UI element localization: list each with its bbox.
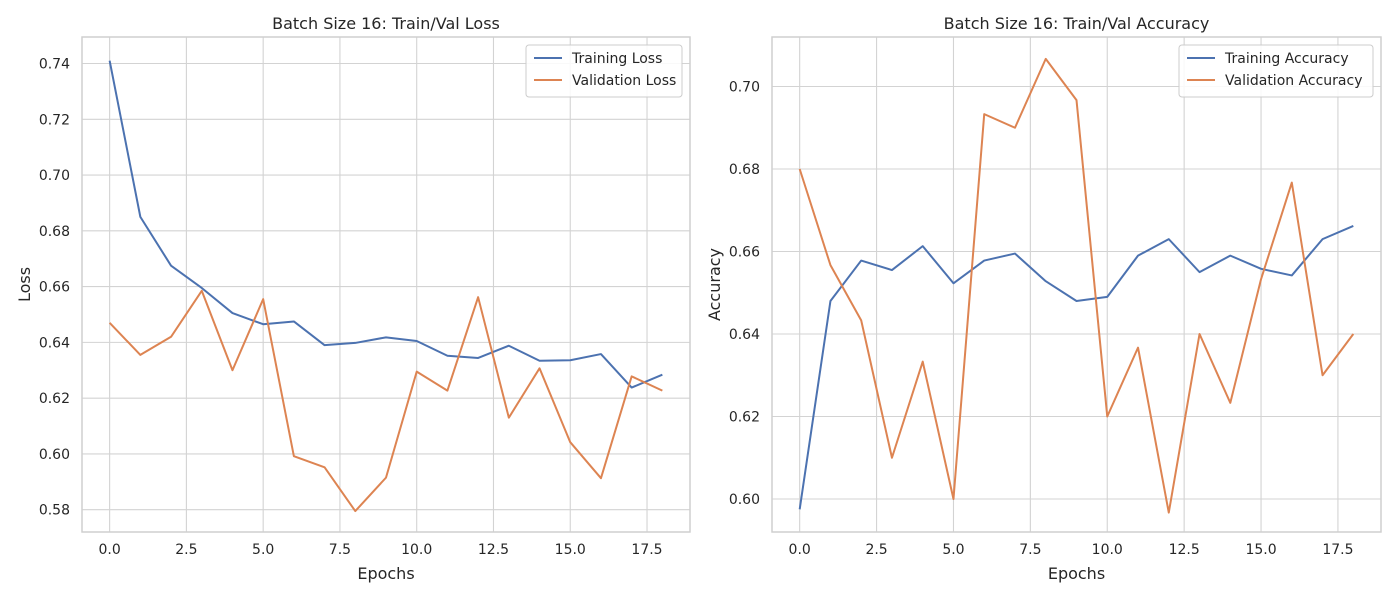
accuracy-y-tick-label: 0.60	[729, 492, 760, 508]
loss-x-tick-label: 0.0	[99, 542, 121, 558]
loss-legend: Training Loss Validation Loss	[525, 44, 683, 98]
accuracy-series-training-line	[798, 225, 1354, 510]
loss-x-tick-label: 12.5	[478, 542, 509, 558]
loss-plot-area	[81, 36, 691, 533]
loss-legend-box	[525, 44, 683, 98]
accuracy-x-tick-label: 17.5	[1322, 542, 1353, 558]
accuracy-x-tick-label: 15.0	[1245, 542, 1276, 558]
accuracy-y-axis-label: Accuracy	[705, 248, 724, 321]
accuracy-y-tick-label: 0.64	[729, 327, 760, 343]
accuracy-y-tick-label: 0.66	[729, 245, 760, 261]
accuracy-x-tick-label: 10.0	[1092, 542, 1123, 558]
loss-legend-label-validation: Validation Loss	[572, 73, 676, 89]
accuracy-plot-area	[771, 36, 1382, 533]
loss-y-tick-label: 0.72	[39, 112, 70, 128]
accuracy-legend-label-validation: Validation Accuracy	[1225, 73, 1363, 89]
accuracy-legend-label-training: Training Accuracy	[1224, 51, 1349, 67]
loss-y-tick-label: 0.70	[39, 168, 70, 184]
loss-series-training-line	[108, 60, 663, 389]
loss-y-tick-label: 0.66	[39, 280, 70, 296]
accuracy-y-tick-label: 0.62	[729, 410, 760, 426]
accuracy-chart: 0.0 2.5 5.0 7.5 10.0 12.5 15.0 17.5 0.60 0.62 0.64…	[705, 14, 1382, 583]
loss-chart-title: Batch Size 16: Train/Val Loss	[272, 14, 500, 33]
loss-y-axis-label: Loss	[15, 267, 34, 302]
loss-series-validation-line	[108, 289, 663, 513]
loss-y-tick-label: 0.58	[39, 503, 70, 519]
loss-y-tick-label: 0.60	[39, 447, 70, 463]
loss-chart: 0.0 2.5 5.0 7.5 10.0 12.5 15.0 17.5 0.58 0.60 0.62…	[15, 14, 691, 583]
accuracy-series-validation-line	[798, 57, 1355, 514]
accuracy-y-tick-label: 0.70	[729, 80, 760, 96]
accuracy-x-tick-label: 7.5	[1019, 542, 1041, 558]
loss-y-tick-label: 0.64	[39, 335, 70, 351]
accuracy-legend-box	[1178, 44, 1374, 98]
loss-x-axis-label: Epochs	[357, 564, 414, 583]
accuracy-x-tick-label: 12.5	[1169, 542, 1200, 558]
loss-x-tick-label: 5.0	[252, 542, 274, 558]
loss-legend-label-training: Training Loss	[571, 51, 662, 67]
accuracy-x-tick-label: 0.0	[789, 542, 811, 558]
accuracy-chart-title: Batch Size 16: Train/Val Accuracy	[944, 14, 1210, 33]
loss-y-tick-label: 0.74	[39, 56, 70, 72]
loss-y-tick-label: 0.68	[39, 224, 70, 240]
accuracy-plot-border	[771, 36, 1382, 533]
accuracy-x-tick-label: 5.0	[942, 542, 964, 558]
accuracy-legend: Training Accuracy Validation Accuracy	[1178, 44, 1374, 98]
loss-plot-border	[81, 36, 691, 533]
loss-x-tick-label: 7.5	[329, 542, 351, 558]
loss-x-tick-label: 10.0	[401, 542, 432, 558]
loss-x-tick-label: 15.0	[555, 542, 586, 558]
accuracy-x-axis-label: Epochs	[1048, 564, 1105, 583]
loss-y-tick-label: 0.62	[39, 391, 70, 407]
loss-x-tick-label: 17.5	[631, 542, 662, 558]
loss-x-tick-label: 2.5	[175, 542, 197, 558]
accuracy-y-tick-label: 0.68	[729, 162, 760, 178]
accuracy-x-tick-label: 2.5	[865, 542, 887, 558]
